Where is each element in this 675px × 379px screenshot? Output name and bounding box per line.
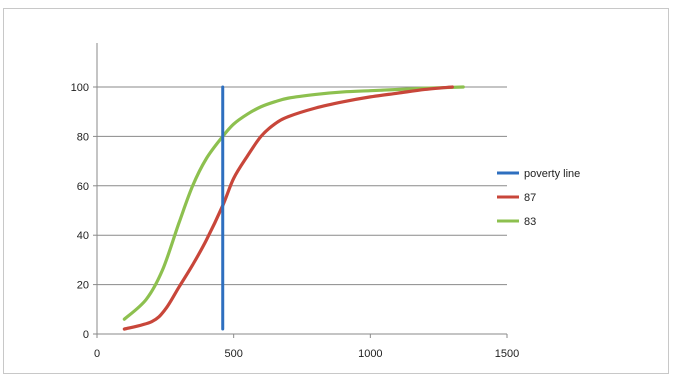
y-tick-label: 100 (71, 82, 89, 94)
y-tick-label: 20 (77, 280, 89, 292)
axes (93, 43, 508, 338)
y-tick-label: 40 (77, 230, 89, 242)
legend-label-87: 87 (524, 192, 536, 204)
gridlines (97, 86, 507, 286)
y-tick-label: 0 (83, 329, 89, 341)
line-chart: 0 20 40 60 80 100 0 500 1000 1500 poverty line 87… (71, 43, 580, 360)
x-tick-label: 1000 (358, 348, 382, 360)
legend-label-poverty-line: poverty line (524, 168, 580, 180)
series-lines (122, 85, 465, 331)
series-line-83 (122, 85, 465, 321)
y-tick-label: 60 (77, 181, 89, 193)
legend-label-83: 83 (524, 216, 536, 228)
x-tick-label: 1500 (495, 348, 519, 360)
x-tick-label: 0 (94, 348, 100, 360)
x-tick-label: 500 (224, 348, 242, 360)
x-tick-labels: 0 500 1000 1500 (94, 348, 519, 360)
legend: poverty line 87 83 (497, 168, 580, 228)
series-line-87 (122, 85, 454, 331)
y-tick-labels: 0 20 40 60 80 100 (71, 82, 89, 341)
y-tick-label: 80 (77, 131, 89, 143)
chart-frame: 0 20 40 60 80 100 0 500 1000 1500 poverty line 87… (3, 8, 669, 374)
